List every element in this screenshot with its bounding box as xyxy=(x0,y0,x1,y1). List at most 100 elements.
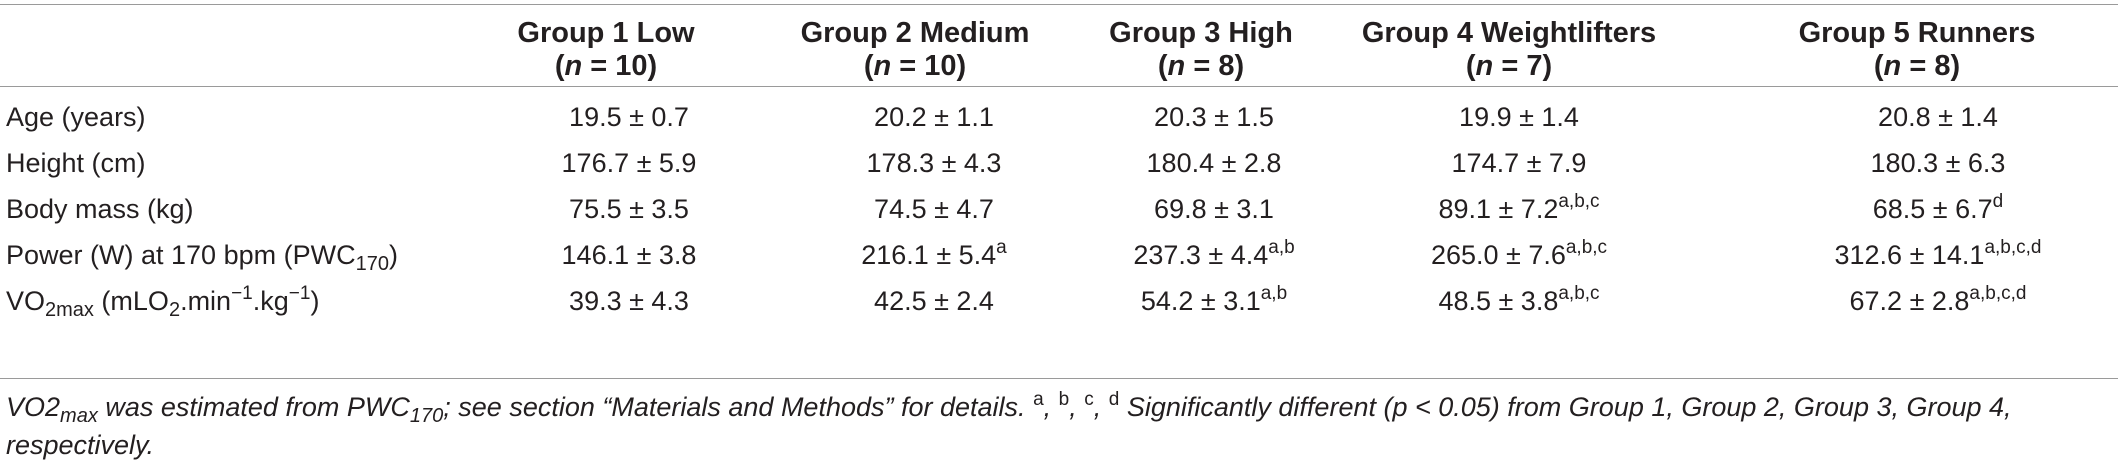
cell-value: 312.6 ± 14.1 xyxy=(1834,239,1985,270)
header-blank xyxy=(0,5,482,86)
cell-value: 68.5 ± 6.7 xyxy=(1872,193,1993,224)
header-n-label: n xyxy=(1475,50,1494,82)
header-n-value: = 8 xyxy=(1185,50,1235,82)
row-label-text: .min xyxy=(180,285,232,316)
table-cell: 67.2 ± 2.8a,b,c,d xyxy=(1716,278,2118,324)
row-label-text: VO xyxy=(6,285,46,316)
row-label: Age (years) xyxy=(6,101,146,132)
cell-value: 180.3 ± 6.3 xyxy=(1870,147,2006,178)
footnote-marker-a: a xyxy=(1033,389,1044,410)
row-label: VO2max (mLO2.min−1.kg−1) xyxy=(0,278,482,324)
cell-value: 265.0 ± 7.6 xyxy=(1430,239,1566,270)
table-cell: 39.3 ± 4.3 xyxy=(482,278,730,324)
cell-value: 69.8 ± 3.1 xyxy=(1154,193,1274,224)
footnote-marker-b: b xyxy=(1058,389,1070,410)
header-name: Group 3 High xyxy=(1109,17,1293,49)
cell-value: 67.2 ± 2.8 xyxy=(1849,285,1970,316)
cell-value: 19.5 ± 0.7 xyxy=(569,101,689,132)
table-bottom-rule xyxy=(0,378,2118,379)
header-row: Group 1 Low (n = 10) Group 2 Medium (n =… xyxy=(0,5,2118,86)
table-cell: 265.0 ± 7.6a,b,c xyxy=(1302,232,1716,278)
cell-value: 176.7 ± 5.9 xyxy=(561,147,697,178)
row-label: Body mass (kg) xyxy=(6,193,194,224)
footnote-separator: , xyxy=(1069,392,1085,422)
header-n-value: = 7 xyxy=(1493,50,1543,82)
row-label-text: .kg xyxy=(252,285,289,316)
row-label-end: ) xyxy=(388,239,398,270)
cell-value: 146.1 ± 3.8 xyxy=(561,239,697,270)
cell-value: 216.1 ± 5.4 xyxy=(861,239,997,270)
table-cell: 74.5 ± 4.7 xyxy=(730,186,1100,232)
table-cell: 180.4 ± 2.8 xyxy=(1100,140,1302,186)
table-cell: 54.2 ± 3.1a,b xyxy=(1100,278,1302,324)
cell-value: 89.1 ± 7.2 xyxy=(1438,193,1559,224)
cell-value: 19.9 ± 1.4 xyxy=(1459,101,1579,132)
cell-value: 174.7 ± 7.9 xyxy=(1451,147,1587,178)
table-row-power: Power (W) at 170 bpm (PWC170) 146.1 ± 3.… xyxy=(0,232,2118,278)
footnote-sub: max xyxy=(60,405,98,427)
cell-sig: a,b,c,d xyxy=(1984,236,2042,258)
table-cell: 20.2 ± 1.1 xyxy=(730,86,1100,140)
table-cell: 48.5 ± 3.8a,b,c xyxy=(1302,278,1716,324)
table-row-height: Height (cm) 176.7 ± 5.9 178.3 ± 4.3 180.… xyxy=(0,140,2118,186)
row-label-text: ) xyxy=(310,285,320,316)
cell-sig: a xyxy=(996,236,1007,258)
header-group-4: Group 4 Weightlifters (n = 7) xyxy=(1361,17,1657,82)
footnote-text: was estimated from PWC xyxy=(97,392,410,422)
header-n-value: = 10 xyxy=(582,50,648,82)
header-group-5: Group 5 Runners (n = 8) xyxy=(1798,17,2036,82)
footnote-sub: 170 xyxy=(409,405,444,427)
footnote-text: VO2 xyxy=(6,392,61,422)
cell-value: 54.2 ± 3.1 xyxy=(1140,285,1261,316)
table-cell: 180.3 ± 6.3 xyxy=(1716,140,2118,186)
row-label-sup: −1 xyxy=(231,282,253,304)
table-cell: 42.5 ± 2.4 xyxy=(730,278,1100,324)
cell-value: 42.5 ± 2.4 xyxy=(874,285,994,316)
table-cell: 20.8 ± 1.4 xyxy=(1716,86,2118,140)
header-n-label: n xyxy=(1883,50,1902,82)
header-name: Group 2 Medium xyxy=(800,17,1030,49)
table-cell: 20.3 ± 1.5 xyxy=(1100,86,1302,140)
header-n-label: n xyxy=(873,50,892,82)
table-row-age: Age (years) 19.5 ± 0.7 20.2 ± 1.1 20.3 ±… xyxy=(0,86,2118,140)
table-cell: 19.9 ± 1.4 xyxy=(1302,86,1716,140)
table-cell: 69.8 ± 3.1 xyxy=(1100,186,1302,232)
header-group-2: Group 2 Medium (n = 10) xyxy=(800,17,1030,82)
header-name: Group 1 Low xyxy=(517,17,695,49)
table-cell: 89.1 ± 7.2a,b,c xyxy=(1302,186,1716,232)
row-label-sub: 2 xyxy=(168,298,181,321)
cell-value: 48.5 ± 3.8 xyxy=(1438,285,1559,316)
cell-sig: a,b xyxy=(1260,282,1288,304)
table-row-vo2max: VO2max (mLO2.min−1.kg−1) 39.3 ± 4.3 42.5… xyxy=(0,278,2118,324)
footnote-text: ; see section “Materials and Methods” fo… xyxy=(443,392,1034,422)
row-label: Power (W) at 170 bpm (PWC170) xyxy=(0,232,482,278)
cell-value: 20.3 ± 1.5 xyxy=(1154,101,1274,132)
table-header-rule xyxy=(0,86,2118,87)
row-label-sub: 2max xyxy=(45,298,94,321)
header-n-value: = 10 xyxy=(891,50,957,82)
row-label-sub: 170 xyxy=(355,252,389,275)
cell-value: 74.5 ± 4.7 xyxy=(874,193,994,224)
cell-value: 75.5 ± 3.5 xyxy=(569,193,689,224)
cell-value: 180.4 ± 2.8 xyxy=(1146,147,1282,178)
table-cell: 75.5 ± 3.5 xyxy=(482,186,730,232)
cell-sig: a,b,c xyxy=(1558,282,1600,304)
footnote-separator: , xyxy=(1043,392,1059,422)
table-cell: 68.5 ± 6.7d xyxy=(1716,186,2118,232)
table-cell: 216.1 ± 5.4a xyxy=(730,232,1100,278)
cell-sig: d xyxy=(1992,190,2004,212)
cell-value: 237.3 ± 4.4 xyxy=(1133,239,1269,270)
data-table: Group 1 Low (n = 10) Group 2 Medium (n =… xyxy=(0,5,2118,324)
row-label: Height (cm) xyxy=(6,147,146,178)
table-cell: 146.1 ± 3.8 xyxy=(482,232,730,278)
table-footnote: VO2max was estimated from PWC170; see se… xyxy=(6,388,2106,464)
cell-value: 20.2 ± 1.1 xyxy=(874,101,994,132)
row-label-text: Power (W) at 170 bpm (PWC xyxy=(6,239,356,270)
cell-sig: a,b,c xyxy=(1558,190,1600,212)
cell-sig: a,b,c xyxy=(1565,236,1608,258)
cell-value: 20.8 ± 1.4 xyxy=(1878,101,1998,132)
row-label-text: (mLO xyxy=(93,285,169,316)
cell-sig: a,b xyxy=(1268,236,1295,258)
table-cell: 312.6 ± 14.1a,b,c,d xyxy=(1716,232,2118,278)
